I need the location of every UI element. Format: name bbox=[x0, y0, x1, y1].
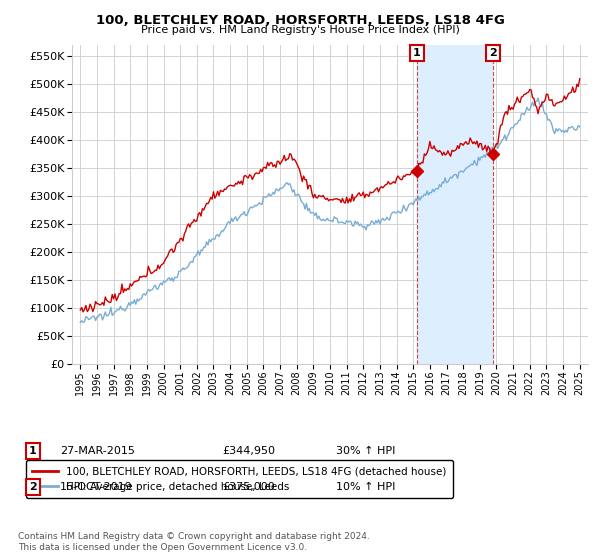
Text: 100, BLETCHLEY ROAD, HORSFORTH, LEEDS, LS18 4FG: 100, BLETCHLEY ROAD, HORSFORTH, LEEDS, L… bbox=[95, 14, 505, 27]
Text: 1: 1 bbox=[413, 48, 421, 58]
Text: 30% ↑ HPI: 30% ↑ HPI bbox=[336, 446, 395, 456]
Text: £344,950: £344,950 bbox=[222, 446, 275, 456]
Text: £375,000: £375,000 bbox=[222, 482, 275, 492]
Text: 10% ↑ HPI: 10% ↑ HPI bbox=[336, 482, 395, 492]
Text: 27-MAR-2015: 27-MAR-2015 bbox=[60, 446, 135, 456]
Text: Price paid vs. HM Land Registry's House Price Index (HPI): Price paid vs. HM Land Registry's House … bbox=[140, 25, 460, 35]
Text: Contains HM Land Registry data © Crown copyright and database right 2024.
This d: Contains HM Land Registry data © Crown c… bbox=[18, 532, 370, 552]
Text: 1: 1 bbox=[29, 446, 37, 456]
Text: 16-OCT-2019: 16-OCT-2019 bbox=[60, 482, 133, 492]
Legend: 100, BLETCHLEY ROAD, HORSFORTH, LEEDS, LS18 4FG (detached house), HPI: Average p: 100, BLETCHLEY ROAD, HORSFORTH, LEEDS, L… bbox=[26, 460, 453, 498]
Text: 2: 2 bbox=[489, 48, 497, 58]
Text: 2: 2 bbox=[29, 482, 37, 492]
